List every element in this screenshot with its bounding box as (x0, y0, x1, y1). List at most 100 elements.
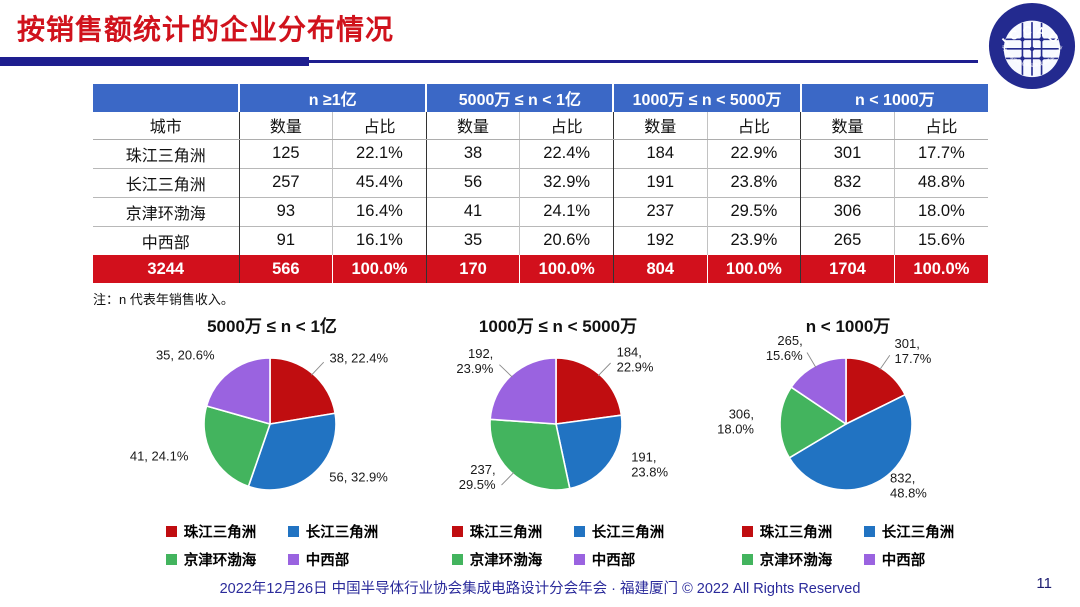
value-cell: 35 (425, 225, 520, 255)
city-cell: 京津环渤海 (93, 196, 240, 226)
table-sub-header-row: 城市 数量 占比 数量 占比 数量 占比 数量 占比 (93, 112, 988, 140)
label-leader-line (499, 364, 513, 378)
sub-header-cell: 占比 (519, 112, 614, 140)
value-cell: 41 (425, 196, 520, 226)
city-header-cell: 城市 (93, 112, 240, 140)
value-cell: 56 (425, 167, 520, 197)
value-cell: 16.1% (332, 225, 427, 255)
chart-title: n < 1000万 (806, 317, 891, 336)
table-row: 京津环渤海 93 16.4% 41 24.1% 237 29.5% 306 18.0% (93, 196, 988, 226)
legend-swatch-icon (451, 554, 463, 565)
city-cell: 长江三角洲 (93, 167, 240, 197)
total-value-cell: 804 (612, 255, 708, 283)
pie-slice-京津环渤海 (489, 418, 571, 491)
value-cell: 17.7% (893, 138, 988, 168)
legend-label: 长江三角洲 (305, 525, 379, 541)
label-leader-line (311, 361, 325, 376)
value-cell: 23.8% (706, 167, 801, 197)
stats-table-wrap: n ≥1亿 5000万 ≤ n < 1亿 1000万 ≤ n < 5000万 n < … (93, 84, 988, 283)
legend-item: 京津环渤海 (451, 549, 564, 570)
sub-header-cell: 占比 (893, 112, 988, 140)
legend-item: 长江三角洲 (863, 521, 954, 542)
total-value-cell: 100.0% (893, 255, 988, 283)
pie-label: 192, 23.9% (456, 346, 493, 376)
value-cell: 20.6% (519, 225, 614, 255)
value-cell: 22.4% (519, 138, 614, 168)
pie-slice-中西部 (205, 357, 271, 425)
page-title: 按销售额统计的企业分布情况 (17, 14, 395, 45)
pie-slice-京津环渤海 (779, 386, 847, 459)
label-leader-line (501, 471, 515, 486)
legend-swatch-icon (863, 526, 875, 537)
table-total-row: 3244 566 100.0% 170 100.0% 804 100.0% 1704 100.0… (93, 255, 988, 283)
legend-label: 长江三角洲 (591, 525, 665, 541)
logo-grid-icon (1005, 22, 1059, 76)
value-cell: 192 (612, 225, 708, 255)
value-cell: 24.1% (519, 196, 614, 226)
title-underline-thick (0, 57, 309, 66)
legend-item: 中西部 (287, 549, 379, 570)
legend-swatch-icon (573, 554, 585, 565)
legend-swatch-icon (451, 526, 463, 537)
legend-swatch-icon (741, 526, 753, 537)
value-cell: 125 (238, 138, 333, 168)
legend-label: 京津环渤海 (183, 553, 257, 569)
stats-table: n ≥1亿 5000万 ≤ n < 1亿 1000万 ≤ n < 5000万 n < … (93, 84, 988, 283)
legend-item: 长江三角洲 (287, 521, 379, 542)
label-leader-line (879, 354, 891, 370)
legend-item: 京津环渤海 (165, 549, 278, 570)
footer-text: 2022年12月26日 中国半导体行业协会集成电路设计分会年会 · 福建厦门 ©… (219, 581, 861, 597)
chart-panel-3: n < 1000万 301, 17.7% 832, 48.8% 306, 18.0% 265,… (698, 312, 998, 570)
legend-item: 珠江三角洲 (165, 521, 278, 542)
table-group-header-row: n ≥1亿 5000万 ≤ n < 1亿 1000万 ≤ n < 5000万 n < … (93, 84, 988, 112)
value-cell: 301 (800, 138, 895, 168)
sub-header-cell: 数量 (238, 112, 333, 140)
title-underline-thin (300, 60, 978, 63)
value-cell: 16.4% (332, 196, 427, 226)
total-value-cell: 100.0% (519, 255, 614, 283)
legend-item: 珠江三角洲 (741, 521, 854, 542)
total-value-cell: 566 (238, 255, 333, 283)
pie-label: 265, 15.6% (766, 333, 803, 363)
pie-label: 191, 23.8% (631, 449, 668, 479)
value-cell: 257 (238, 167, 333, 197)
legend-label: 珠江三角洲 (759, 525, 833, 541)
pie-label: 306, 18.0% (717, 407, 754, 437)
sub-header-cell: 占比 (706, 112, 801, 140)
total-value-cell: 170 (425, 255, 520, 283)
table-corner-cell (93, 84, 240, 112)
legend-label: 珠江三角洲 (183, 525, 257, 541)
table-note: 注：n 代表年销售收入。 (93, 292, 234, 307)
value-cell: 38 (425, 138, 520, 168)
legend-label: 京津环渤海 (759, 553, 833, 569)
chart-title: 5000万 ≤ n < 1亿 (207, 316, 337, 336)
total-value-cell: 100.0% (706, 255, 801, 283)
pie-slice-中西部 (489, 357, 557, 425)
sub-header-cell: 占比 (332, 112, 427, 140)
value-cell: 15.6% (893, 225, 988, 255)
value-cell: 265 (800, 225, 895, 255)
chart-legend: 珠江三角洲 长江三角洲 京津环渤海 中西部 (408, 521, 708, 570)
pie-slice-长江三角洲 (788, 393, 913, 491)
chart-panel-2: 1000万 ≤ n < 5000万 184, 22.9% 191, 23.8% 237, 2… (408, 312, 708, 570)
group-header-cell: 5000万 ≤ n < 1亿 (425, 84, 614, 112)
value-cell: 23.9% (706, 225, 801, 255)
legend-item: 京津环渤海 (741, 549, 854, 570)
table-row: 珠江三角洲 125 22.1% 38 22.4% 184 22.9% 301 17.7% (93, 138, 988, 168)
city-cell: 中西部 (93, 225, 240, 255)
legend-swatch-icon (165, 526, 177, 537)
iccad-logo: ICCAD 中国半导体行业协会集成电路设计分会 (988, 2, 1076, 90)
value-cell: 832 (800, 167, 895, 197)
total-value-cell: 1704 (800, 255, 895, 283)
legend-item: 珠江三角洲 (451, 521, 564, 542)
pie-chart-1: 5000万 ≤ n < 1亿 38, 22.4% 56, 32.9% 41, 24.1… (130, 316, 388, 491)
chart-legend: 珠江三角洲 长江三角洲 京津环渤海 中西部 (698, 521, 998, 570)
value-cell: 91 (238, 225, 333, 255)
city-cell: 珠江三角洲 (93, 138, 240, 168)
value-cell: 306 (800, 196, 895, 226)
chart-title: 1000万 ≤ n < 5000万 (479, 317, 637, 336)
table-row: 中西部 91 16.1% 35 20.6% 192 23.9% 265 15.6% (93, 225, 988, 255)
value-cell: 191 (612, 167, 708, 197)
sub-header-cell: 数量 (612, 112, 708, 140)
